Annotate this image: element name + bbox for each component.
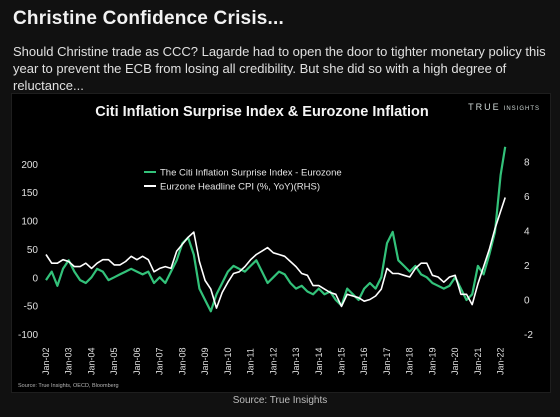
x-tick-label: Jan-19 (427, 347, 437, 375)
x-tick-label: Jan-07 (155, 347, 165, 375)
x-tick-label: Jan-18 (405, 347, 415, 375)
source-caption: Source: True Insights (232, 395, 328, 406)
brand-logo: TRUE INSIGHTS (468, 102, 540, 112)
brand-small: INSIGHTS (503, 106, 540, 112)
y-tick-label-right: 0 (524, 295, 530, 306)
x-tick-label: Jan-17 (382, 347, 392, 375)
x-tick-label: Jan-05 (109, 347, 119, 375)
x-tick-label: Jan-14 (314, 347, 324, 375)
y-tick-label-right: 2 (524, 261, 530, 272)
series-line-cpi (45, 197, 506, 309)
x-tick-label: Jan-09 (200, 347, 210, 375)
x-tick-label: Jan-06 (132, 347, 142, 375)
chart-title: Citi Inflation Surprise Index & Eurozone… (95, 104, 429, 120)
x-tick-label: Jan-12 (268, 347, 278, 375)
x-tick-label: Jan-21 (473, 347, 483, 375)
chart-footnote: Source: True Insights, OECD, Bloomberg (18, 383, 119, 389)
legend-label: Eurzone Headline CPI (%, YoY)(RHS) (160, 182, 320, 193)
x-tick-label: Jan-04 (86, 347, 96, 375)
x-tick-label: Jan-22 (496, 347, 506, 375)
y-tick-label-left: 150 (21, 188, 38, 199)
series-line-citi (45, 146, 507, 313)
y-tick-label-right: 6 (524, 192, 530, 203)
x-tick-label: Jan-08 (177, 347, 187, 375)
chart-plot: 200 150 100 50 0 -50 -100 8 6 4 2 0 -2 Jan-02 Jan-03 Ja… (18, 146, 533, 375)
y-tick-label-left: 100 (21, 217, 38, 228)
legend-label: The Citi Inflation Surprise Index - Euro… (160, 168, 342, 179)
page-subtitle: Should Christine trade as CCC? Lagarde h… (13, 44, 546, 93)
x-tick-label: Jan-11 (246, 348, 256, 375)
y-tick-label-left: 0 (32, 273, 38, 284)
x-tick-label: Jan-20 (450, 347, 460, 375)
y-tick-label-left: 50 (27, 245, 39, 256)
y-tick-label-right: -2 (524, 330, 533, 341)
x-tick-label: Jan-10 (223, 347, 233, 375)
x-tick-label: Jan-13 (291, 347, 301, 375)
page-title: Christine Confidence Crisis... (13, 8, 284, 29)
y-tick-label-right: 8 (524, 157, 530, 168)
y-tick-label-right: 4 (524, 226, 530, 237)
x-tick-label: Jan-02 (41, 347, 51, 375)
x-tick-label: Jan-16 (359, 347, 369, 375)
brand-main: TRUE (468, 102, 501, 112)
y-tick-label-left: -50 (24, 302, 39, 313)
y-tick-label-left: -100 (18, 330, 38, 341)
x-tick-label: Jan-03 (64, 347, 74, 375)
y-tick-label-left: 200 (21, 160, 38, 171)
chart-panel: Citi Inflation Surprise Index & Eurozone… (11, 93, 551, 393)
x-tick-label: Jan-15 (337, 347, 347, 375)
